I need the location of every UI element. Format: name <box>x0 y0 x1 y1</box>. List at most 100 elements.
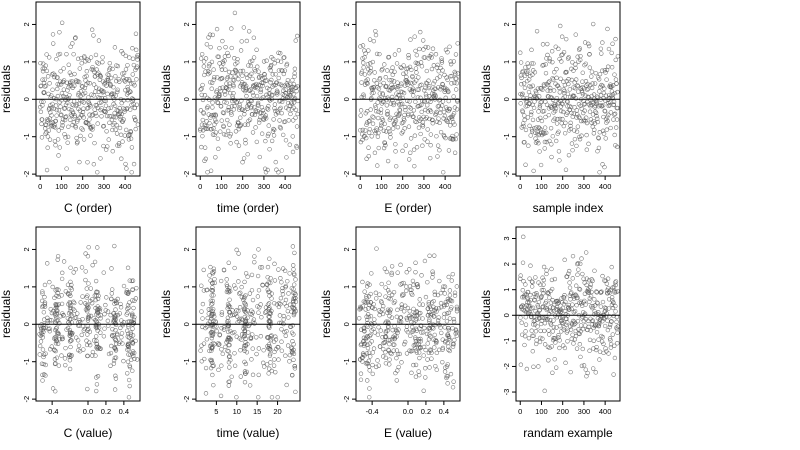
data-point <box>73 103 79 109</box>
data-point <box>360 137 365 143</box>
data-point <box>61 93 66 99</box>
data-point <box>276 345 281 350</box>
data-point <box>277 313 283 318</box>
data-point <box>134 77 139 82</box>
data-point <box>294 89 299 94</box>
data-point <box>94 318 99 324</box>
data-point <box>560 52 565 57</box>
data-point <box>411 343 416 348</box>
data-point <box>99 106 104 111</box>
data-point <box>454 329 459 335</box>
data-point <box>208 330 214 336</box>
data-point <box>429 52 434 57</box>
data-point <box>227 310 232 315</box>
data-point <box>226 69 232 75</box>
data-point <box>200 324 205 330</box>
data-point <box>615 105 620 111</box>
data-point <box>105 91 110 96</box>
data-point <box>613 36 618 42</box>
data-point <box>51 106 57 112</box>
data-point <box>254 93 260 99</box>
data-point <box>608 125 613 131</box>
data-point <box>542 320 548 326</box>
data-point <box>241 25 247 30</box>
data-point <box>68 285 73 291</box>
data-point <box>95 309 100 314</box>
data-point <box>448 61 454 67</box>
data-point <box>583 79 589 84</box>
data-point <box>593 103 598 109</box>
data-point <box>291 92 296 97</box>
data-point <box>417 302 422 307</box>
plot-frame <box>515 226 621 402</box>
y-tick-label: 2 <box>502 22 511 26</box>
data-point <box>210 288 215 293</box>
x-tick-label: 5 <box>214 407 218 416</box>
data-point <box>602 323 608 329</box>
data-point <box>444 107 450 112</box>
data-point <box>55 257 60 262</box>
data-point <box>403 107 408 113</box>
data-point <box>104 129 109 134</box>
data-point <box>572 105 577 110</box>
data-point <box>396 112 401 117</box>
y-tick-label: 2 <box>182 22 191 26</box>
data-point <box>400 293 405 298</box>
data-point <box>599 68 605 73</box>
data-point <box>566 152 572 158</box>
data-point <box>268 334 273 339</box>
data-point <box>564 322 569 328</box>
data-point <box>445 50 450 55</box>
data-point <box>426 78 431 83</box>
data-point <box>543 62 548 67</box>
data-point <box>209 302 214 307</box>
data-point <box>379 300 384 305</box>
data-point <box>409 315 414 320</box>
data-point <box>599 339 605 344</box>
data-point <box>279 168 285 173</box>
data-point <box>579 256 584 261</box>
data-point <box>84 286 89 291</box>
data-point <box>392 122 397 127</box>
data-point <box>228 337 233 343</box>
data-point <box>452 122 457 127</box>
data-point <box>50 87 55 92</box>
data-point <box>439 56 444 61</box>
data-point <box>612 343 617 348</box>
data-point <box>393 142 398 147</box>
data-point <box>221 124 226 130</box>
data-point <box>219 118 224 123</box>
data-point <box>265 275 270 280</box>
x-tick-label: 15 <box>253 407 261 416</box>
data-point <box>399 81 404 86</box>
data-point <box>83 301 88 306</box>
data-point <box>556 300 561 305</box>
data-point <box>614 125 619 130</box>
data-point <box>585 99 590 105</box>
data-point <box>124 166 129 171</box>
data-point <box>95 307 100 313</box>
data-point <box>264 116 269 121</box>
x-axis-title: E (value) <box>384 426 432 440</box>
y-tick-label: 1 <box>342 285 351 289</box>
data-point <box>537 308 542 313</box>
data-point <box>60 270 65 276</box>
data-point <box>214 328 219 334</box>
data-point <box>61 78 67 83</box>
data-point <box>369 96 374 101</box>
data-point <box>58 104 63 109</box>
data-point <box>442 72 447 78</box>
data-point <box>219 325 224 331</box>
data-point <box>68 316 73 322</box>
data-point <box>601 131 607 136</box>
data-point <box>131 305 136 311</box>
data-point <box>123 67 129 72</box>
x-tick-label: 0.2 <box>421 407 431 416</box>
data-point <box>83 251 88 256</box>
data-point <box>530 333 535 338</box>
data-point <box>408 106 414 111</box>
data-point <box>80 323 86 329</box>
data-point <box>396 318 402 324</box>
